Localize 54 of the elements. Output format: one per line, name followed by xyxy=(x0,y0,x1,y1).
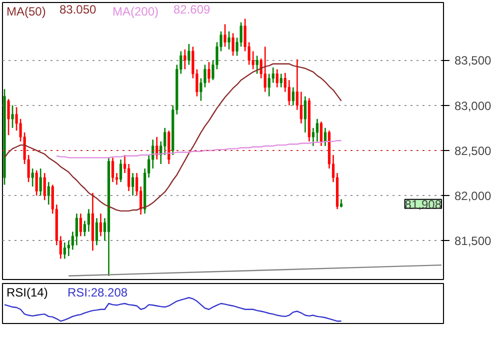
candlestick xyxy=(292,86,294,106)
candlestick xyxy=(256,55,258,74)
candlestick xyxy=(164,127,166,156)
candlestick xyxy=(79,212,82,237)
y-tick-label: 81,500 xyxy=(454,234,492,248)
annotation: RSI:28.208 xyxy=(68,286,128,300)
candlestick xyxy=(268,73,270,97)
candlestick xyxy=(11,104,14,129)
candlestick xyxy=(31,168,34,188)
candlestick xyxy=(131,172,134,196)
candlestick xyxy=(264,46,266,92)
candlestick xyxy=(7,98,10,136)
candlestick xyxy=(312,127,315,147)
candlestick xyxy=(95,217,98,246)
y-tick-label: 83,000 xyxy=(454,98,492,113)
annotation: 82.609 xyxy=(174,2,211,16)
candlestick xyxy=(43,172,46,201)
chart-title: RSI(14) xyxy=(6,286,48,300)
candlestick xyxy=(224,24,226,48)
annotation: 83.050 xyxy=(60,2,97,16)
candlestick xyxy=(208,61,210,84)
y-tick-label: 82,000 xyxy=(454,189,492,204)
candlestick xyxy=(47,181,50,206)
candlestick xyxy=(276,68,278,88)
text: MA(200) xyxy=(112,4,159,18)
candlestick xyxy=(304,96,306,134)
candlestick xyxy=(75,212,78,246)
candlestick xyxy=(127,163,130,192)
candlestick xyxy=(240,22,242,48)
candlestick xyxy=(184,48,186,70)
candlestick xyxy=(316,118,319,142)
candlestick xyxy=(320,120,323,147)
candlestick xyxy=(300,91,302,124)
candlestick xyxy=(232,32,234,56)
text: MA(50) xyxy=(6,4,46,18)
y-tick-label: 83,500 xyxy=(454,54,492,68)
candlestick xyxy=(156,136,158,160)
candlestick xyxy=(204,64,206,88)
candlestick xyxy=(111,157,114,183)
candlestick xyxy=(288,79,290,106)
candlestick xyxy=(228,30,230,50)
candlestick xyxy=(99,212,102,237)
y-tick-label: 82,500 xyxy=(454,144,492,158)
candlestick xyxy=(39,168,42,196)
candlestick xyxy=(35,170,38,196)
candlestick xyxy=(87,208,90,232)
candlestick xyxy=(280,73,282,88)
candlestick xyxy=(272,66,274,84)
candlestick xyxy=(63,242,66,260)
candlestick xyxy=(324,127,327,147)
candlestick xyxy=(67,240,70,257)
candlestick xyxy=(188,43,190,66)
candlestick xyxy=(119,158,122,183)
candlestick xyxy=(252,50,254,70)
